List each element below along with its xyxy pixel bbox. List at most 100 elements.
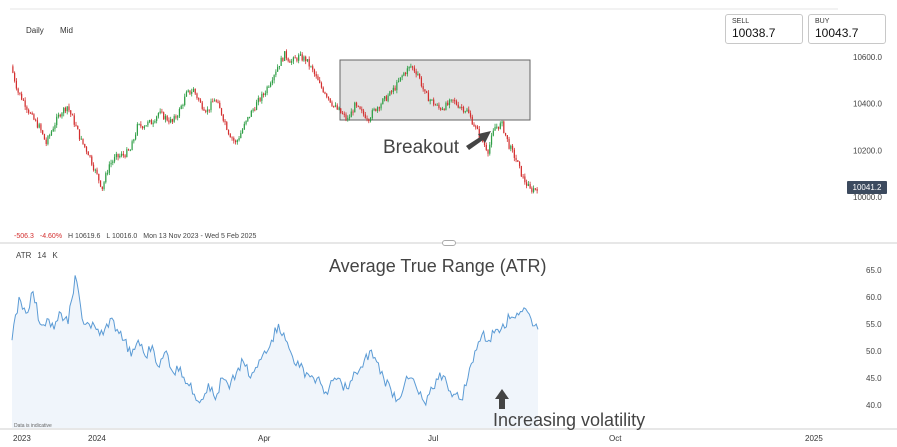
candle xyxy=(317,74,319,81)
candle xyxy=(222,113,224,123)
candle xyxy=(347,115,349,122)
date-range: Mon 13 Nov 2023 - Wed 5 Feb 2025 xyxy=(143,233,257,240)
candle xyxy=(177,114,179,121)
candle xyxy=(417,71,419,76)
candle xyxy=(196,92,198,100)
candle xyxy=(378,106,380,112)
candle xyxy=(45,137,47,147)
candle xyxy=(510,144,512,152)
candle xyxy=(270,81,272,88)
candle xyxy=(310,65,312,68)
candle xyxy=(178,107,181,118)
candle xyxy=(506,135,508,142)
atr-line xyxy=(11,275,539,407)
buy-quote-button[interactable]: BUY 10043.7 xyxy=(808,14,886,44)
candle xyxy=(492,128,494,137)
candle xyxy=(503,120,505,134)
candle xyxy=(368,118,370,124)
candle xyxy=(390,90,393,95)
buy-value: 10043.7 xyxy=(815,26,859,40)
candle xyxy=(329,98,331,103)
candle xyxy=(436,103,438,106)
candle xyxy=(199,98,202,103)
indicator-label[interactable]: ATR 14 K xyxy=(16,251,64,260)
candle xyxy=(433,97,435,107)
candle xyxy=(234,139,237,145)
candle xyxy=(534,188,536,191)
candle xyxy=(126,147,128,158)
buy-label: BUY xyxy=(815,18,830,25)
candle xyxy=(345,112,347,122)
candle xyxy=(292,56,295,65)
chart-style-selector[interactable]: Mid xyxy=(60,26,73,35)
candle xyxy=(396,79,398,94)
candle xyxy=(426,90,428,94)
candle xyxy=(87,151,89,156)
candle xyxy=(117,153,119,161)
candle xyxy=(103,181,105,191)
timeframe-selector[interactable]: Daily xyxy=(26,26,44,35)
candle xyxy=(113,154,116,164)
x-tick-label: Apr xyxy=(258,434,271,443)
candle xyxy=(236,139,238,145)
candle xyxy=(413,65,416,74)
candle xyxy=(362,108,365,117)
pane-resize-handle[interactable] xyxy=(442,240,456,246)
candle xyxy=(298,53,300,64)
candle xyxy=(201,100,203,111)
current-price-tag: 10041.2 xyxy=(847,181,887,194)
candle xyxy=(324,91,326,95)
candle xyxy=(189,90,191,95)
candle xyxy=(205,109,207,114)
candle xyxy=(322,86,324,93)
candle xyxy=(459,106,461,109)
candle xyxy=(359,106,361,110)
candle xyxy=(364,111,366,119)
candle xyxy=(42,129,44,135)
candle xyxy=(198,97,200,102)
candle xyxy=(343,111,345,118)
candle xyxy=(112,159,114,166)
candle xyxy=(387,93,389,103)
candle xyxy=(206,106,209,115)
candle xyxy=(187,89,189,93)
breakout-arrow-icon xyxy=(466,131,491,150)
candle xyxy=(131,139,133,151)
candle xyxy=(110,159,112,168)
candle xyxy=(499,121,501,130)
atr-tick-label: 50.0 xyxy=(866,347,882,356)
sell-quote-button[interactable]: SELL 10038.7 xyxy=(725,14,803,44)
candle xyxy=(466,107,468,112)
candle xyxy=(43,133,46,140)
candle xyxy=(96,167,98,175)
candle xyxy=(301,52,303,62)
price-tick-label: 10000.0 xyxy=(853,193,882,202)
volatility-annotation: Increasing volatility xyxy=(493,410,645,430)
candle xyxy=(445,101,447,111)
volatility-arrow-icon xyxy=(495,389,509,409)
candle xyxy=(63,106,65,117)
candle xyxy=(54,122,56,132)
candle xyxy=(184,93,186,107)
candle xyxy=(49,133,51,139)
candle xyxy=(485,142,487,152)
candle xyxy=(163,111,165,120)
candle xyxy=(82,138,84,145)
candle xyxy=(296,57,298,63)
candle xyxy=(15,78,17,91)
candle xyxy=(273,74,275,84)
candle xyxy=(226,120,228,131)
candle xyxy=(494,123,496,131)
candle xyxy=(24,97,26,110)
candle xyxy=(73,113,75,128)
candle xyxy=(405,71,407,77)
candle xyxy=(371,108,373,120)
change-pct: -4.60% xyxy=(39,233,63,240)
candle xyxy=(210,98,212,113)
candle xyxy=(229,133,231,138)
price-tick-label: 10400.0 xyxy=(853,100,882,109)
candle xyxy=(408,66,410,72)
candle xyxy=(471,114,473,125)
candle xyxy=(285,49,288,61)
